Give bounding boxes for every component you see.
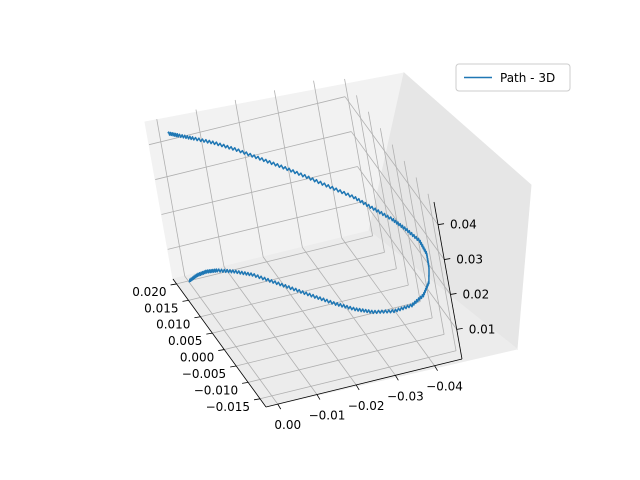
y-tick-label: 0.020	[132, 285, 166, 299]
grid-line-y	[212, 284, 409, 334]
z-tick	[437, 223, 445, 226]
grid-line-y	[391, 144, 421, 302]
x-tick	[434, 365, 438, 371]
axes-panes	[144, 72, 532, 408]
y-tick	[253, 398, 261, 401]
grid-line-y	[176, 235, 373, 285]
grid-line-y	[259, 350, 457, 400]
grid-line-y	[224, 301, 421, 350]
y-tick-label: 0.015	[144, 301, 178, 315]
y-tick	[218, 349, 225, 351]
grid-line-y	[344, 78, 373, 236]
grid-line-x	[234, 99, 264, 257]
y-tick	[170, 283, 177, 286]
grid-line-z	[344, 96, 439, 225]
y-tick	[194, 316, 201, 319]
grid-line-y	[200, 268, 397, 318]
x-tick-label: −0.04	[426, 380, 463, 394]
z-tick	[444, 258, 451, 260]
y-tick-label: 0.010	[156, 318, 190, 332]
tick-marks	[170, 223, 463, 410]
legend-box	[455, 63, 571, 92]
grid-line-y	[248, 333, 445, 383]
x-tick-label: −0.03	[387, 389, 424, 403]
z-tick	[450, 293, 457, 295]
grid-line-z	[167, 200, 364, 250]
y-tick	[206, 332, 213, 335]
grid-lines	[148, 78, 458, 405]
grid-line-y	[368, 111, 397, 269]
grid-line-x	[313, 80, 342, 238]
x-tick	[277, 403, 282, 410]
y-tick	[230, 365, 237, 368]
y-tick-label: −0.005	[182, 367, 226, 381]
series-line-path-3d	[167, 131, 430, 315]
x-axis-line	[265, 358, 463, 408]
y-tick-label: −0.010	[194, 383, 238, 397]
z-tick-label: 0.01	[469, 322, 496, 336]
y-tick-label: 0.000	[180, 351, 214, 365]
y-tick	[182, 299, 189, 302]
grid-line-x	[156, 119, 186, 277]
y-tick-label: −0.015	[206, 400, 250, 414]
y-tick	[242, 381, 249, 384]
y-tick-label: 0.005	[168, 334, 202, 348]
grid-line-z	[350, 131, 445, 260]
x-tick-label: −0.02	[348, 399, 385, 413]
z-axis-line	[433, 201, 463, 360]
grid-line-y	[427, 193, 457, 351]
tick-labels: 0.00 −0.01−0.02−0.03−0.04 0.020 0.015 0.010 0…	[132, 218, 495, 432]
grid-line-y	[236, 317, 433, 367]
z-tick-label: 0.03	[456, 253, 483, 267]
grid-line-y	[188, 251, 385, 301]
z-tick	[456, 327, 463, 330]
grid-line-z	[363, 201, 458, 330]
grid-line-z	[161, 166, 358, 215]
grid-line-y	[356, 95, 385, 253]
x-tick	[395, 375, 399, 381]
grid-line-y	[415, 177, 445, 335]
x-tick	[316, 394, 321, 400]
series-layer	[167, 131, 430, 315]
legend: Path - 3D	[455, 63, 571, 92]
grid-line-z	[357, 166, 451, 295]
x-tick-label: −0.01	[309, 409, 346, 423]
grid-line-y	[379, 128, 409, 286]
legend-label: Path - 3D	[500, 71, 555, 85]
z-tick-label: 0.04	[450, 218, 477, 232]
z-tick-label: 0.02	[462, 287, 489, 301]
x-tick	[355, 384, 360, 391]
grid-line-x	[195, 109, 225, 267]
x-tick-label: 0.00	[274, 418, 301, 432]
